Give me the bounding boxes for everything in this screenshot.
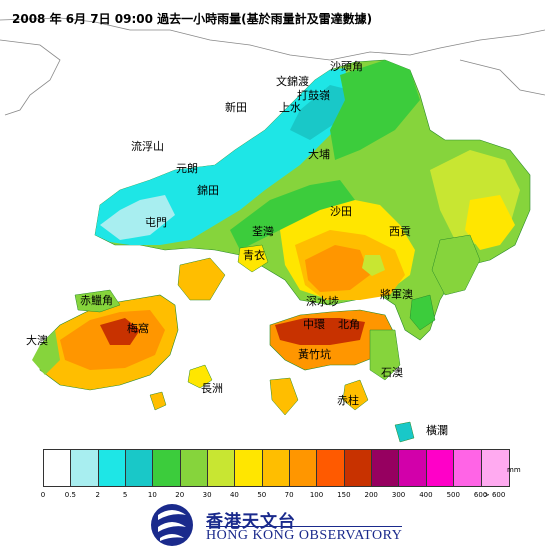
waglan-island [394,421,415,443]
hki-red-zone [275,318,365,345]
place-label: 赤鱲角 [80,294,113,307]
clear-water-bay [409,294,436,331]
place-label: 打鼓嶺 [297,89,330,102]
legend-swatch [235,450,263,486]
legend-swatch [126,450,154,486]
place-label: 青衣 [243,249,265,262]
rain-zone-yellow-east [465,195,515,250]
place-label: 中環 [303,318,325,331]
place-label: 橫瀾 [426,424,448,437]
legend-swatch [344,450,373,486]
place-label: 大埔 [308,148,330,161]
place-label: 沙田 [330,205,352,218]
legend-tick-label: 0.5 [64,491,76,499]
legend-tick-label: 0 [40,491,46,499]
lantau-red [100,318,140,345]
shek-o-area [369,329,401,381]
legend-tick-label: 300 [391,491,406,499]
deep-bay-shore [0,39,61,116]
logo-name-en: HONG KONG OBSERVATORY [206,528,403,543]
place-label: 西貢 [389,225,411,238]
legend-tick-label: 400 [419,491,433,499]
legend-swatch [180,450,209,486]
place-label: 新田 [225,101,247,114]
place-label: 流浮山 [131,140,164,153]
hko-logo: 香港天文台 HONG KONG OBSERVATORY [148,502,408,548]
place-label: 長洲 [201,382,223,395]
place-label: 屯門 [145,216,167,229]
mainland-outline [0,17,545,61]
legend-swatch [262,450,291,486]
logo-name-zh: 香港天文台 [206,512,296,532]
place-label: 深水埗 [306,295,339,308]
legend-swatch [399,450,427,486]
legend-swatch [153,450,181,486]
place-label: 荃灣 [252,225,274,238]
place-label: 黃竹坑 [298,348,331,361]
legend-swatch [71,450,99,486]
legend-tick-label: 600 [473,491,488,499]
mirs-bay-shore [459,59,545,96]
rain-zone-light-cyan [100,195,175,240]
legend-swatch [290,450,318,486]
legend-tick-label: 100 [309,491,324,499]
rain-zone-lime-spot [362,255,385,276]
place-label: 上水 [279,101,301,114]
small-island-sw [149,391,167,411]
legend-swatch [317,450,345,486]
place-label: 北角 [338,318,360,331]
legend-tick-label: 2 [95,491,100,499]
place-label: 赤柱 [337,394,359,407]
legend-unit: mm [507,466,521,474]
legend-swatch [481,450,509,486]
rain-zone-teal [290,85,350,140]
legend-tick-label: 40 [229,491,239,499]
legend-tick-label: > 600 [483,491,506,499]
rain-zone-green-north [330,60,420,160]
rain-zone-orange [305,245,370,292]
lantau-green-west [32,330,60,375]
legend-swatch [426,450,455,486]
rainfall-legend-bar [43,449,510,487]
tsing-yi-island [237,244,269,273]
legend-tick-label: 70 [284,491,294,499]
logo-divider [206,526,402,527]
place-label: 將軍澳 [380,288,413,301]
legend-tick-label: 10 [147,491,157,499]
chek-lap-kok-island [74,289,121,313]
cheung-chau-island [187,364,213,389]
place-label: 沙頭角 [330,60,363,73]
legend-tick-label: 50 [257,491,267,499]
rain-zone-green-central [230,180,355,250]
map-title: 2008 年 6月 7日 09:00 過去一小時雨量(基於雨量計及雷達數據) [12,12,373,26]
stanley-peninsula [342,379,369,411]
place-label: 文錦渡 [276,75,309,88]
place-label: 大澳 [26,334,48,347]
legend-swatch [98,450,127,486]
tsing-yi-area [177,257,226,301]
place-label: 元朗 [176,162,198,175]
place-label: 錦田 [197,184,219,197]
legend-swatch [44,450,72,486]
legend-tick-label: 200 [364,491,378,499]
legend-swatch [372,450,400,486]
legend-tick-label: 30 [202,491,212,499]
legend-tick-label: 150 [337,491,351,499]
legend-tick-label: 5 [122,491,128,499]
sai-kung-east-land [431,234,481,296]
lamma-island [269,377,299,416]
place-label: 梅窩 [127,322,149,335]
legend-swatch [208,450,236,486]
hko-logo-emblem [151,504,193,546]
legend-tick-label: 20 [175,491,185,499]
legend-swatch [454,450,482,486]
place-label: 石澳 [381,366,403,379]
legend-tick-label: 500 [446,491,460,499]
